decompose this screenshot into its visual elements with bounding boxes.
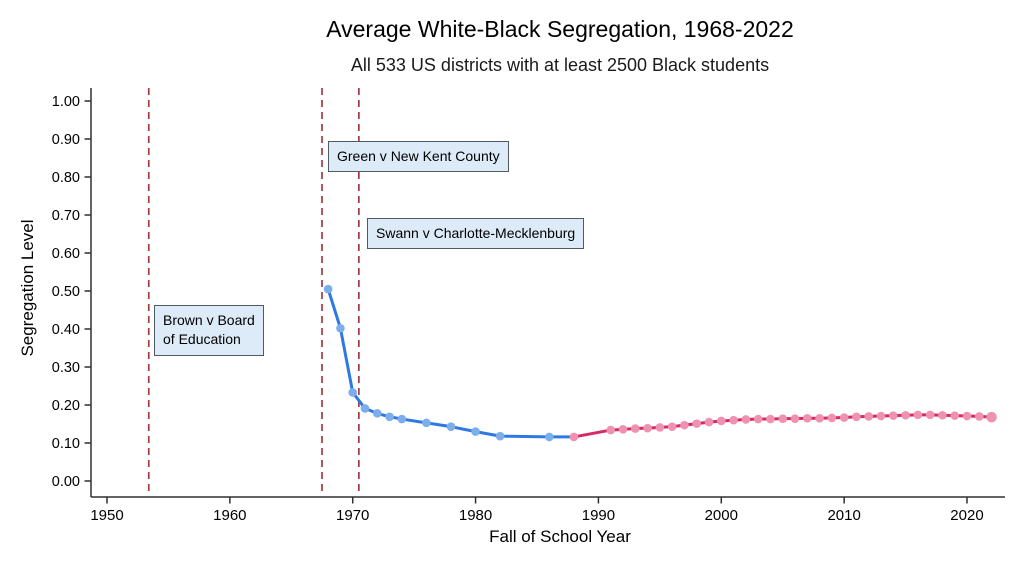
data-point	[741, 415, 751, 424]
data-point	[778, 414, 788, 423]
data-point	[360, 404, 370, 413]
x-tick-label: 1990	[582, 507, 615, 524]
data-point	[753, 414, 763, 424]
x-tick-label: 1980	[459, 507, 492, 524]
x-tick-label: 1950	[90, 507, 123, 524]
data-point	[901, 410, 910, 420]
y-tick-label: 0.80	[52, 170, 80, 186]
data-point	[913, 410, 923, 420]
data-point	[323, 284, 333, 294]
data-point	[606, 425, 616, 435]
data-point	[839, 413, 849, 422]
data-point	[372, 409, 382, 418]
chart-subtitle: All 533 US districts with at least 2500 …	[350, 55, 770, 75]
x-tick-label: 2000	[705, 507, 738, 524]
y-tick-label: 1.00	[52, 94, 80, 110]
data-point	[692, 419, 702, 428]
series-line-1968-1986	[326, 287, 551, 439]
y-tick-label: 0.40	[52, 322, 80, 338]
data-point	[729, 415, 738, 425]
data-point	[888, 411, 898, 420]
data-point	[544, 432, 554, 442]
data-point	[986, 411, 997, 423]
data-point	[643, 423, 652, 433]
data-point	[876, 411, 886, 421]
data-point	[790, 414, 800, 423]
data-point	[655, 423, 665, 432]
data-point	[495, 431, 505, 441]
data-point	[680, 420, 689, 430]
data-point	[630, 424, 640, 433]
data-point	[962, 411, 972, 421]
data-point	[618, 425, 628, 434]
x-axis-title: Fall of School Year	[489, 527, 631, 546]
y-tick-label: 0.50	[52, 284, 80, 300]
data-point	[716, 416, 726, 426]
data-point	[704, 417, 714, 427]
data-point	[397, 414, 407, 424]
data-point	[336, 323, 345, 333]
y-tick-label: 0.10	[52, 436, 80, 452]
data-point	[348, 388, 358, 397]
data-point	[974, 412, 984, 421]
data-point	[802, 414, 812, 423]
data-point	[569, 432, 579, 442]
data-point	[938, 410, 947, 420]
data-point	[827, 413, 837, 423]
chart-title: Average White-Black Segregation, 1968-20…	[326, 16, 794, 42]
y-tick-label: 0.90	[52, 132, 80, 148]
data-point	[852, 412, 861, 422]
y-tick-label: 0.20	[52, 398, 80, 414]
x-tick-label: 1960	[213, 507, 246, 524]
y-tick-label: 0.00	[52, 474, 80, 490]
data-point	[667, 422, 677, 431]
data-point	[925, 410, 935, 420]
annotation-brown-v-board: Brown v Board of Education	[154, 305, 264, 356]
x-tick-label: 1970	[336, 507, 369, 524]
annotation-green-v-new-kent: Green v New Kent County	[328, 141, 509, 173]
y-tick-label: 0.30	[52, 360, 80, 376]
x-tick-label: 2010	[827, 507, 860, 524]
data-point	[471, 427, 480, 436]
data-point	[385, 412, 394, 422]
data-point	[446, 422, 456, 431]
data-point	[766, 414, 775, 424]
data-point	[815, 414, 824, 423]
y-tick-label: 0.70	[52, 208, 80, 224]
x-tick-label: 2020	[950, 507, 983, 524]
annotation-swann-v-charlotte: Swann v Charlotte-Mecklenburg	[367, 218, 585, 250]
data-point	[422, 418, 431, 428]
y-tick-label: 0.60	[52, 246, 80, 262]
data-point	[950, 411, 960, 420]
data-point	[864, 412, 874, 421]
